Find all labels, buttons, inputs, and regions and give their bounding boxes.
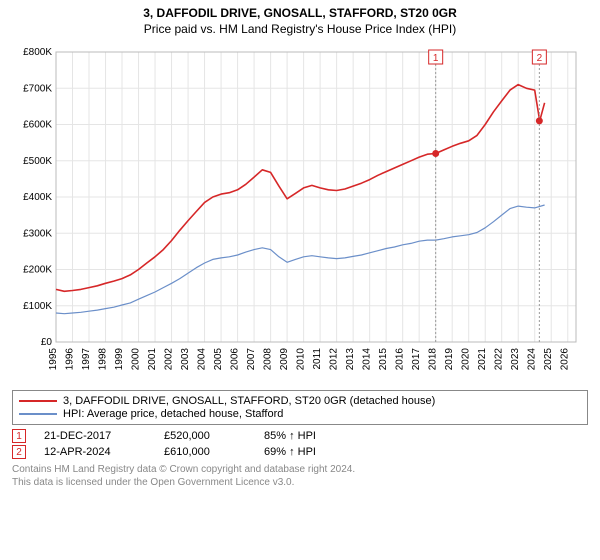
footnote-line: Contains HM Land Registry data © Crown c… [12, 463, 588, 476]
svg-text:2022: 2022 [494, 348, 505, 371]
svg-text:2003: 2003 [180, 348, 191, 371]
svg-text:2005: 2005 [213, 348, 224, 371]
svg-text:2026: 2026 [560, 348, 571, 371]
svg-text:2008: 2008 [263, 348, 274, 371]
svg-text:1997: 1997 [81, 348, 92, 371]
svg-text:1999: 1999 [114, 348, 125, 371]
svg-text:2012: 2012 [329, 348, 340, 371]
svg-text:2009: 2009 [279, 348, 290, 371]
legend-item: 3, DAFFODIL DRIVE, GNOSALL, STAFFORD, ST… [19, 395, 581, 407]
legend-swatch [19, 400, 57, 402]
svg-text:£600K: £600K [23, 120, 52, 131]
svg-text:1995: 1995 [48, 348, 59, 371]
transaction-price: £520,000 [164, 430, 264, 442]
svg-text:£100K: £100K [23, 301, 52, 312]
svg-text:£0: £0 [41, 337, 53, 348]
transaction-marker: 1 [12, 429, 26, 443]
svg-text:£500K: £500K [23, 156, 52, 167]
svg-text:2023: 2023 [510, 348, 521, 371]
transaction-table: 1 21-DEC-2017£520,00085% ↑ HPI 2 12-APR-202… [12, 429, 588, 459]
svg-text:2021: 2021 [477, 348, 488, 371]
svg-text:£400K: £400K [23, 192, 52, 203]
svg-text:2001: 2001 [147, 348, 158, 371]
transaction-marker: 2 [12, 445, 26, 459]
svg-text:2015: 2015 [378, 348, 389, 371]
transaction-diff: 85% ↑ HPI [264, 430, 384, 442]
svg-text:2010: 2010 [296, 348, 307, 371]
transaction-row: 1 21-DEC-2017£520,00085% ↑ HPI [12, 429, 588, 443]
svg-text:2013: 2013 [345, 348, 356, 371]
svg-text:1998: 1998 [98, 348, 109, 371]
svg-text:£800K: £800K [23, 47, 52, 58]
legend-item: HPI: Average price, detached house, Staf… [19, 408, 581, 420]
svg-text:2025: 2025 [543, 348, 554, 371]
svg-text:2007: 2007 [246, 348, 257, 371]
svg-text:£200K: £200K [23, 265, 52, 276]
svg-text:2: 2 [537, 53, 543, 64]
svg-text:2000: 2000 [131, 348, 142, 371]
transaction-date: 12-APR-2024 [44, 446, 164, 458]
svg-text:2014: 2014 [362, 348, 373, 371]
transaction-row: 2 12-APR-2024£610,00069% ↑ HPI [12, 445, 588, 459]
chart-area: £0 £100K £200K £300K £400K £500K £600K £700K £80… [8, 44, 592, 384]
legend-label: HPI: Average price, detached house, Staf… [63, 408, 283, 420]
svg-text:2004: 2004 [197, 348, 208, 371]
svg-text:2002: 2002 [164, 348, 175, 371]
footnote-line: This data is licensed under the Open Gov… [12, 476, 588, 489]
transaction-date: 21-DEC-2017 [44, 430, 164, 442]
svg-text:2018: 2018 [428, 348, 439, 371]
svg-text:1: 1 [433, 53, 439, 64]
svg-text:2020: 2020 [461, 348, 472, 371]
legend: 3, DAFFODIL DRIVE, GNOSALL, STAFFORD, ST… [12, 390, 588, 425]
line-chart: £0 £100K £200K £300K £400K £500K £600K £700K £80… [8, 44, 588, 384]
footnote: Contains HM Land Registry data © Crown c… [12, 463, 588, 489]
transaction-price: £610,000 [164, 446, 264, 458]
svg-text:£700K: £700K [23, 83, 52, 94]
svg-text:2016: 2016 [395, 348, 406, 371]
chart-title: 3, DAFFODIL DRIVE, GNOSALL, STAFFORD, ST… [8, 6, 592, 20]
legend-label: 3, DAFFODIL DRIVE, GNOSALL, STAFFORD, ST… [63, 395, 435, 407]
svg-text:1996: 1996 [65, 348, 76, 371]
chart-subtitle: Price paid vs. HM Land Registry's House … [8, 22, 592, 36]
svg-text:£300K: £300K [23, 228, 52, 239]
transaction-diff: 69% ↑ HPI [264, 446, 384, 458]
svg-text:2006: 2006 [230, 348, 241, 371]
svg-text:2011: 2011 [312, 348, 323, 370]
svg-text:2024: 2024 [527, 348, 538, 371]
legend-swatch [19, 413, 57, 415]
svg-text:2017: 2017 [411, 348, 422, 371]
svg-text:2019: 2019 [444, 348, 455, 371]
